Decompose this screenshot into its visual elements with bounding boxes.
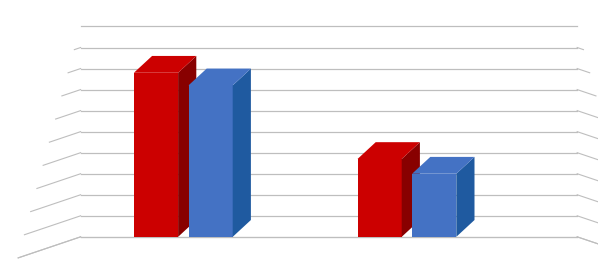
- Polygon shape: [134, 73, 178, 237]
- Polygon shape: [188, 85, 233, 237]
- Polygon shape: [358, 142, 420, 159]
- Polygon shape: [412, 157, 474, 174]
- Polygon shape: [456, 157, 474, 237]
- Polygon shape: [233, 69, 251, 237]
- Polygon shape: [178, 56, 196, 237]
- Polygon shape: [402, 142, 420, 237]
- Polygon shape: [134, 56, 196, 73]
- Polygon shape: [358, 159, 402, 237]
- Polygon shape: [188, 69, 251, 85]
- Polygon shape: [412, 174, 456, 237]
